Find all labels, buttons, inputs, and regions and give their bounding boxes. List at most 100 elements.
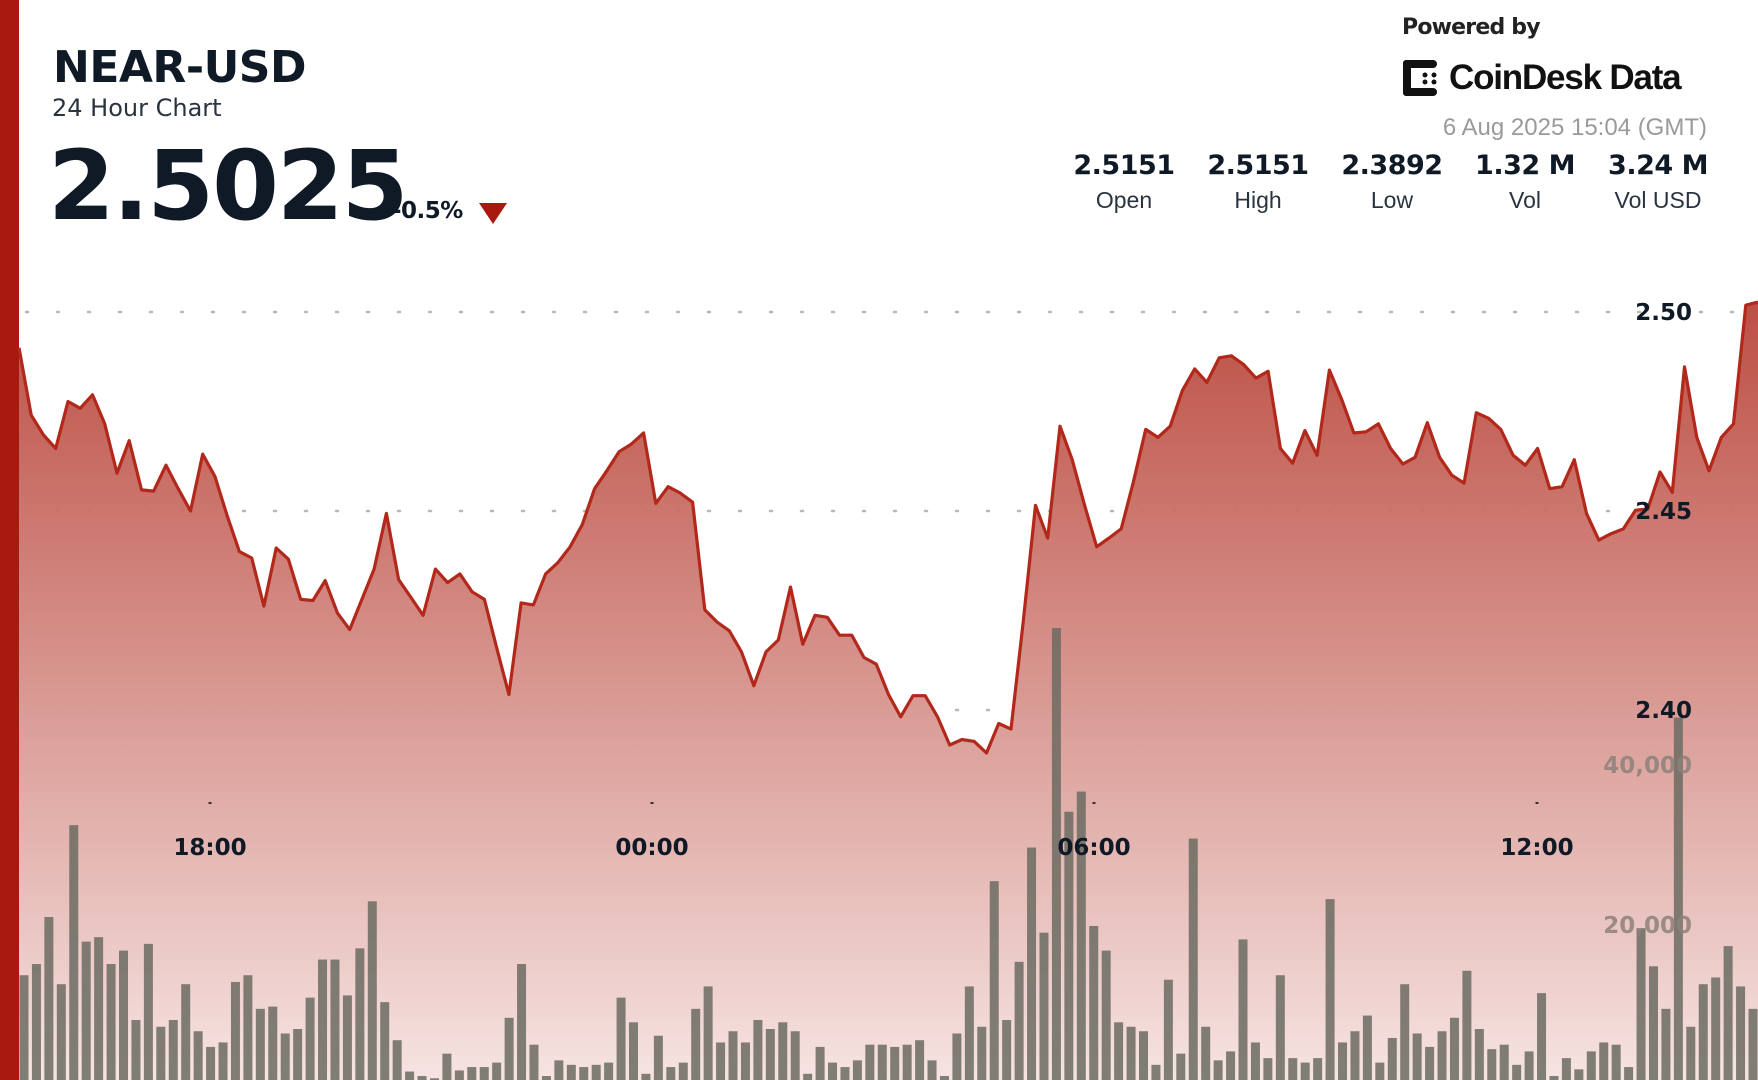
price-area-fill [19,302,1758,1080]
volume-bar [1524,1051,1534,1080]
stat-value: 2.5151 [1073,150,1175,181]
volume-bar [641,1073,651,1080]
volume-bar [193,1031,203,1080]
volume-bar [1474,1029,1484,1080]
volume-bar [939,1076,949,1080]
volume-bar [1561,1058,1571,1080]
volume-bar [230,981,240,1080]
volume-bar [168,1020,178,1080]
volume-bar [255,1008,265,1080]
volume-bar [1425,1046,1435,1080]
volume-bar [1188,838,1198,1080]
x-tick-label: 12:00 [1500,835,1573,861]
volume-bar [1736,986,1746,1080]
volume-bar [429,1078,439,1080]
volume-bar [790,1031,800,1080]
x-tick-label: 18:00 [173,835,246,861]
volume-bar [479,1067,489,1080]
volume-bar [1338,1042,1348,1080]
chart-subtitle: 24 Hour Chart [52,94,222,122]
volume-bar [977,1026,987,1080]
volume-bar [1449,1017,1459,1080]
volume-bar [1226,1051,1236,1080]
volume-bar [119,950,129,1080]
volume-bar [1114,1022,1124,1080]
volume-bar [529,1044,539,1080]
volume-bar [1636,928,1646,1080]
volume-bar [915,1040,925,1080]
volume-bar [1437,1031,1447,1080]
volume-bar [81,941,91,1080]
price-line [17,300,1758,755]
volume-bar [1586,1051,1596,1080]
volume-bar [31,964,41,1080]
volume-bar [1313,1058,1323,1080]
stat-low: 2.3892 Low [1327,150,1457,214]
volume-bar [554,1060,564,1080]
volume-bar [1549,1076,1559,1080]
stat-label: High [1234,187,1282,213]
volume-bar [1027,847,1037,1080]
volume-bar [504,1017,514,1080]
volume-bars [19,628,1758,1080]
x-tick-label: 06:00 [1057,835,1130,861]
volume-bar [629,1022,639,1080]
volume-bar [44,917,54,1080]
volume-bar [106,964,116,1080]
volume-bar [1325,899,1335,1080]
volume-bar [206,1046,216,1080]
stat-value: 3.24 M [1608,150,1708,181]
volume-bar [1039,932,1049,1080]
volume-bar [566,1064,576,1080]
volume-bar [1275,975,1285,1080]
volume-bar [1673,717,1683,1080]
volume-bar [417,1076,427,1080]
volume-tick-label: 40,000 [1603,753,1692,779]
volume-bar [1201,1026,1211,1080]
volume-bar [1238,939,1248,1080]
price-area [19,302,1758,1080]
x-axis: 18:00 00:00 06:00 12:00 [173,802,1574,861]
volume-bar [1400,984,1410,1080]
price-line-path [17,300,1758,755]
stat-label: Vol USD [1614,187,1702,213]
volume-bar [454,1070,464,1080]
x-tick-label: 00:00 [615,835,688,861]
volume-bar [1661,1008,1671,1080]
volume-bar [1499,1044,1509,1080]
volume-bar [1624,1067,1634,1080]
volume-bar [1698,984,1708,1080]
volume-bar [1213,1060,1223,1080]
stat-value: 2.5151 [1207,150,1309,181]
stat-value: 1.32 M [1475,150,1575,181]
volume-bar [1263,1058,1273,1080]
volume-bar [1002,1020,1012,1080]
stat-vol-usd: 3.24 M Vol USD [1593,150,1723,214]
volume-bar [1723,946,1733,1080]
volume-bar [1686,1026,1696,1080]
volume-bar [1711,977,1721,1080]
volume-bar [852,1060,862,1080]
volume-bar [1101,950,1111,1080]
volume-bar [1375,1062,1385,1080]
volume-bar [1288,1058,1298,1080]
volume-bar [1412,1033,1422,1080]
volume-bar [492,1062,502,1080]
volume-bar [1051,628,1061,1080]
stat-open: 2.5151 Open [1059,150,1189,214]
triangle-down-icon [479,203,507,224]
volume-bar [1176,1053,1186,1080]
volume-bar [1648,966,1658,1080]
volume-bar [653,1035,663,1080]
volume-bar [840,1067,850,1080]
stat-high: 2.5151 High [1193,150,1323,214]
volume-bar [1362,1015,1372,1080]
volume-bar [293,1029,303,1080]
volume-bar [1537,993,1547,1080]
volume-bar [56,984,66,1080]
volume-bar [1138,1031,1148,1080]
price-tick-label: 2.50 [1635,300,1692,326]
volume-bar [517,964,527,1080]
volume-bar [218,1042,228,1080]
